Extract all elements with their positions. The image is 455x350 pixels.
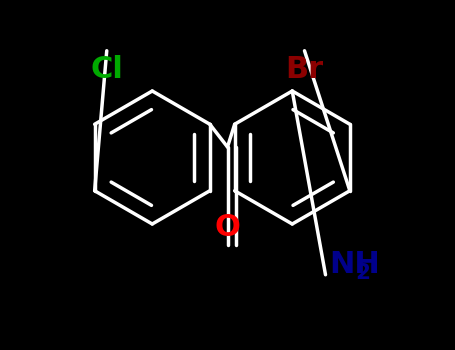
- Text: 2: 2: [355, 263, 370, 283]
- Text: Cl: Cl: [90, 56, 123, 84]
- Text: Br: Br: [285, 56, 324, 84]
- Text: NH: NH: [329, 250, 380, 279]
- Text: O: O: [215, 212, 240, 241]
